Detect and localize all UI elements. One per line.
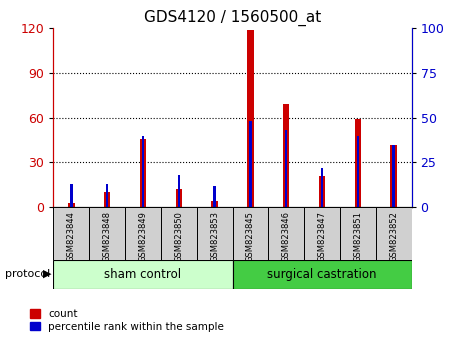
Text: GSM823851: GSM823851: [353, 211, 362, 262]
Bar: [376, 207, 412, 260]
Bar: [319, 176, 325, 207]
Bar: [213, 185, 216, 207]
Bar: [53, 207, 89, 260]
Bar: [53, 260, 232, 289]
Bar: [357, 136, 359, 207]
Bar: [268, 207, 304, 260]
Text: surgical castration: surgical castration: [267, 268, 377, 281]
Legend: count, percentile rank within the sample: count, percentile rank within the sample: [28, 308, 225, 332]
Bar: [212, 201, 218, 207]
Text: GSM823852: GSM823852: [389, 211, 398, 262]
Bar: [285, 130, 287, 207]
Bar: [89, 207, 125, 260]
Text: GSM823846: GSM823846: [282, 211, 291, 262]
Bar: [104, 192, 110, 207]
Bar: [161, 207, 197, 260]
Bar: [249, 121, 252, 207]
Text: GSM823849: GSM823849: [139, 211, 147, 262]
Bar: [321, 168, 323, 207]
Bar: [232, 260, 412, 289]
Title: GDS4120 / 1560500_at: GDS4120 / 1560500_at: [144, 9, 321, 25]
Text: protocol: protocol: [5, 269, 50, 279]
Text: GSM823845: GSM823845: [246, 211, 255, 262]
Bar: [142, 136, 144, 207]
Text: ▶: ▶: [43, 269, 52, 279]
Bar: [340, 207, 376, 260]
Bar: [391, 144, 397, 207]
Text: GSM823848: GSM823848: [103, 211, 112, 262]
Text: GSM823850: GSM823850: [174, 211, 183, 262]
Bar: [355, 119, 361, 207]
Bar: [283, 104, 289, 207]
Bar: [68, 202, 74, 207]
Bar: [197, 207, 232, 260]
Bar: [176, 189, 182, 207]
Bar: [70, 184, 73, 207]
Bar: [247, 30, 253, 207]
Text: sham control: sham control: [105, 268, 181, 281]
Text: GSM823847: GSM823847: [318, 211, 326, 262]
Bar: [304, 207, 340, 260]
Bar: [125, 207, 161, 260]
Text: GSM823853: GSM823853: [210, 211, 219, 262]
Bar: [140, 138, 146, 207]
Text: GSM823844: GSM823844: [67, 211, 76, 262]
Bar: [106, 184, 108, 207]
Bar: [178, 175, 180, 207]
Bar: [232, 207, 268, 260]
Bar: [392, 144, 395, 207]
